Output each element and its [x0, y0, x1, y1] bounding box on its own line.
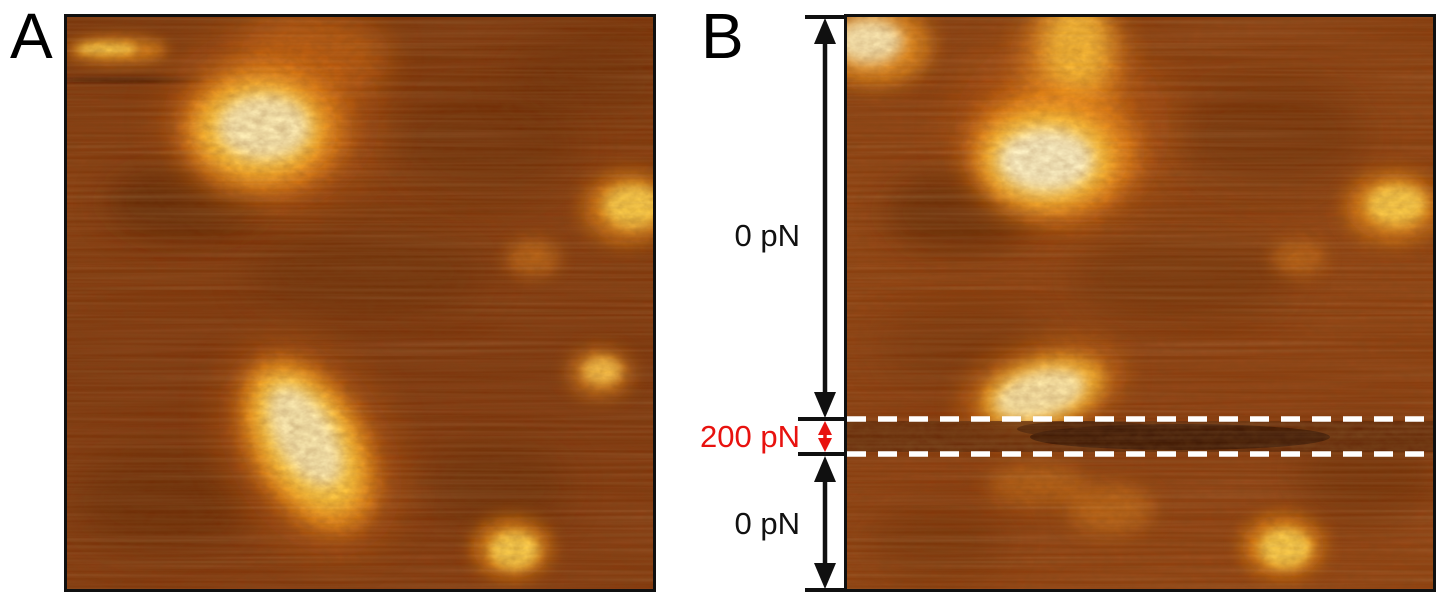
speckle-noise-texture	[847, 17, 1433, 589]
red-arrowhead-up-icon	[818, 421, 832, 435]
afm-scan-b	[847, 17, 1433, 589]
panel-b-label: B	[701, 0, 744, 72]
panel-a-label: A	[10, 0, 53, 72]
afm-scan-a	[67, 17, 653, 589]
afm-image-b	[844, 14, 1436, 592]
lower-arrowhead-up-icon	[814, 456, 836, 482]
force-label-top: 0 pN	[734, 218, 800, 253]
force-label-bottom: 0 pN	[734, 506, 800, 541]
red-arrowhead-down-icon	[818, 438, 832, 452]
afm-image-a	[64, 14, 656, 592]
lower-arrowhead-down-icon	[814, 563, 836, 589]
upper-arrowhead-up-icon	[814, 18, 836, 44]
upper-arrowhead-down-icon	[814, 392, 836, 418]
force-annotation-arrows	[798, 15, 847, 592]
force-label-middle: 200 pN	[700, 419, 800, 454]
speckle-noise-texture	[67, 17, 653, 589]
